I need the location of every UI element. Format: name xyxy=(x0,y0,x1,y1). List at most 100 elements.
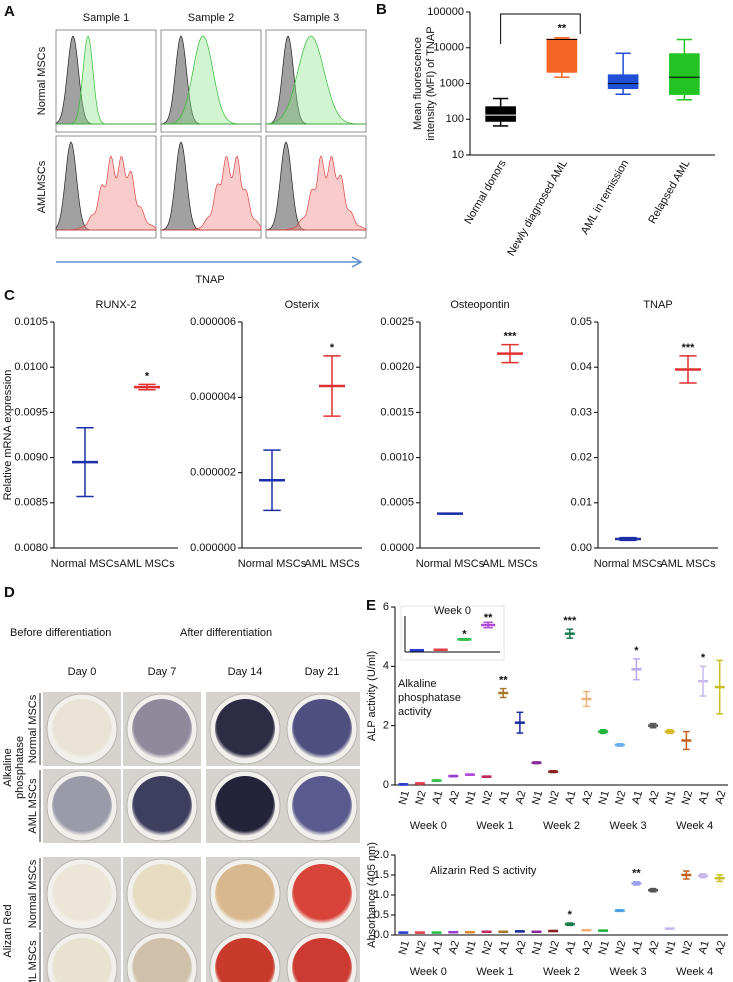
day-label: Day 21 xyxy=(305,666,340,678)
x-tick-label: N2 xyxy=(547,939,562,956)
day-label: Day 7 xyxy=(148,666,177,678)
histogram-tnap xyxy=(56,35,156,125)
y-tick-label: 0.0095 xyxy=(14,406,48,418)
y-tick-label: 0.0105 xyxy=(14,316,48,328)
x-tick-label: Normal donors xyxy=(462,158,509,227)
x-tick-label: AML MSCs xyxy=(660,558,716,570)
well xyxy=(292,699,352,759)
x-tick-label: AML MSCs xyxy=(304,558,360,570)
significance: *** xyxy=(504,331,518,343)
y-tick-label: 1000 xyxy=(440,77,464,89)
y-tick-label: 2 xyxy=(383,720,389,732)
annotation: phosphatase xyxy=(398,692,461,704)
x-tick-label: A1 xyxy=(497,939,512,955)
y-axis-label: ALP activity (U/ml) xyxy=(366,651,378,741)
column-label: Sample 3 xyxy=(293,12,339,24)
x-tick-label: N2 xyxy=(480,789,495,806)
y-axis-label: intensity (MFI) of TNAP xyxy=(425,26,437,140)
x-tick-label: A2 xyxy=(647,789,662,805)
significance: ** xyxy=(558,23,567,35)
y-tick-label: 0.000000 xyxy=(190,542,236,554)
significance: * xyxy=(568,909,573,921)
y-tick-label: 10000 xyxy=(433,42,464,54)
y-tick-label: 0.00 xyxy=(571,542,592,554)
panel-letter: B xyxy=(376,1,387,18)
y-tick-label: 2.0 xyxy=(374,849,389,861)
histogram-tnap xyxy=(161,155,262,231)
x-tick-label: N2 xyxy=(413,789,428,806)
group-label: Week 1 xyxy=(476,966,513,978)
column-label: Sample 1 xyxy=(83,12,129,24)
x-tick-label: N2 xyxy=(613,939,628,956)
x-tick-label: A1 xyxy=(697,939,712,955)
x-tick-label: N2 xyxy=(613,789,628,806)
y-tick-label: 0.0080 xyxy=(14,542,48,554)
annotation: activity xyxy=(398,706,432,718)
chart-title: Osteopontin xyxy=(450,299,509,311)
y-axis-label: Mean fluorescence xyxy=(412,37,424,130)
y-tick-label: 0.0020 xyxy=(380,361,414,373)
x-tick-label: Normal MSCs xyxy=(416,558,485,570)
y-tick-label: 6 xyxy=(383,601,389,613)
y-tick-label: 0.0025 xyxy=(380,316,414,328)
x-tick-label: AML in remission xyxy=(579,158,631,237)
x-tick-label: Normal MSCs xyxy=(51,558,120,570)
group-label: Week 3 xyxy=(610,966,647,978)
y-tick-label: 1.5 xyxy=(374,869,389,881)
y-tick-label: 0.0090 xyxy=(14,452,48,464)
well xyxy=(215,776,275,836)
x-tick-label: N1 xyxy=(663,939,678,956)
histogram-tnap xyxy=(265,155,367,231)
x-tick-label: A2 xyxy=(647,939,662,955)
y-tick-label: 0.5 xyxy=(374,909,389,921)
day-label: Day 14 xyxy=(228,666,263,678)
significance: ** xyxy=(484,612,493,624)
stain-label: phosphatase xyxy=(14,736,26,799)
x-tick-label: Normal MSCs xyxy=(594,558,663,570)
x-tick-label: A1 xyxy=(497,789,512,805)
x-tick-label: A2 xyxy=(514,939,529,955)
x-tick-label: N1 xyxy=(463,939,478,956)
x-tick-label: N1 xyxy=(397,789,412,806)
group-label: Week 0 xyxy=(410,966,447,978)
x-tick-label: A2 xyxy=(713,939,728,955)
well xyxy=(292,864,352,924)
x-tick-label: A1 xyxy=(430,789,445,805)
x-tick-label: Normal MSCs xyxy=(238,558,307,570)
y-tick-label: 0.04 xyxy=(571,361,592,373)
group-label: Week 1 xyxy=(476,820,513,832)
well xyxy=(215,864,275,924)
x-tick-label: A2 xyxy=(514,789,529,805)
x-tick-label: A1 xyxy=(563,789,578,805)
annotation: Alkaline xyxy=(398,678,437,690)
phase-label: After differentiation xyxy=(180,627,272,639)
significance: * xyxy=(701,652,706,664)
panel-letter: D xyxy=(4,584,15,601)
well xyxy=(52,699,112,759)
x-tick-label: N1 xyxy=(663,789,678,806)
y-tick-label: 0.0000 xyxy=(380,542,414,554)
x-tick-label: N2 xyxy=(680,789,695,806)
x-tick-label: Newly diagnosed AML xyxy=(505,158,570,258)
x-tick-label: Relapsed AML xyxy=(646,158,692,226)
y-tick-label: 0.0100 xyxy=(14,361,48,373)
group-label: Week 2 xyxy=(543,966,580,978)
box xyxy=(669,53,700,95)
row-label: AML MSCs xyxy=(27,778,39,834)
well xyxy=(292,776,352,836)
y-tick-label: 0.0005 xyxy=(380,497,414,509)
row-label: Normal MSCs xyxy=(36,46,48,115)
y-tick-label: 0.000006 xyxy=(190,316,236,328)
chart-title: Week 0 xyxy=(434,605,471,617)
y-tick-label: 0.0015 xyxy=(380,406,414,418)
box xyxy=(485,106,516,122)
group-label: Week 2 xyxy=(543,820,580,832)
y-axis-label: Relative mRNA expression xyxy=(2,370,14,501)
row-label: AMLMSCs xyxy=(36,160,48,213)
x-tick-label: N1 xyxy=(597,789,612,806)
well xyxy=(292,938,352,982)
y-tick-label: 10 xyxy=(452,149,464,161)
chart-title: TNAP xyxy=(643,299,672,311)
well xyxy=(52,776,112,836)
y-tick-label: 1.0 xyxy=(374,889,389,901)
